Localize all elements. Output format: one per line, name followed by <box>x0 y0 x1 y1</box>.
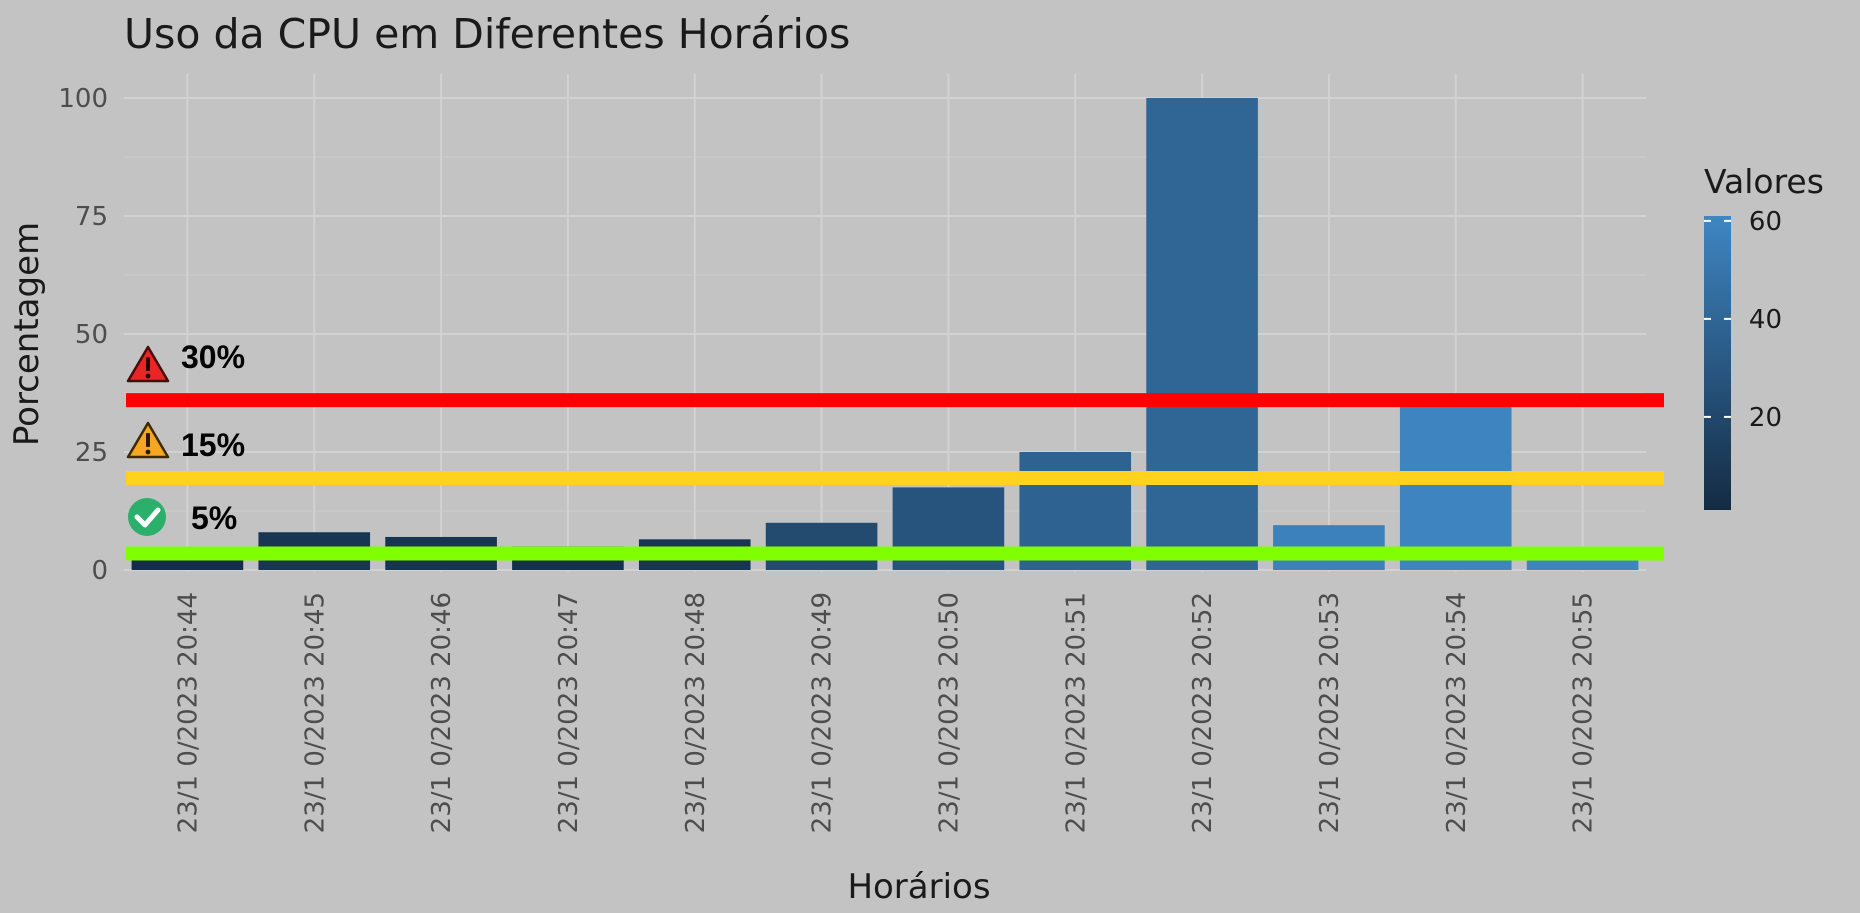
legend-tick-label: 40 <box>1749 305 1782 335</box>
threshold-label: 5% <box>191 500 237 536</box>
bar <box>765 522 878 570</box>
y-tick-label: 0 <box>91 556 108 586</box>
y-tick-label: 75 <box>75 202 108 232</box>
x-tick-label: 23/1 0/2023 20:45 <box>300 592 330 833</box>
x-tick-label: 23/1 0/2023 20:53 <box>1315 592 1345 833</box>
legend-colorbar <box>1704 216 1731 510</box>
x-axis-title: Horários <box>847 867 990 907</box>
legend-title: Valores <box>1704 162 1824 201</box>
legend-tick-label: 20 <box>1749 403 1782 433</box>
x-tick-label: 23/1 0/2023 20:55 <box>1569 592 1599 833</box>
legend: Valores 20 40 60 <box>1704 162 1824 510</box>
x-tick-label: 23/1 0/2023 20:47 <box>554 592 584 833</box>
x-tick-label: 23/1 0/2023 20:51 <box>1061 592 1091 833</box>
x-tick-label: 23/1 0/2023 20:50 <box>934 592 964 833</box>
x-tick-label: 23/1 0/2023 20:46 <box>427 592 457 833</box>
threshold-label: 30% <box>181 339 245 375</box>
bar <box>1146 98 1258 570</box>
x-tick-label: 23/1 0/2023 20:48 <box>681 592 711 833</box>
x-tick-label: 23/1 0/2023 20:44 <box>173 592 203 833</box>
bar <box>1526 560 1639 570</box>
x-axis-ticks: 23/1 0/2023 20:44 23/1 0/2023 20:45 23/1 0… <box>173 592 1598 833</box>
y-axis-title: Porcentagem <box>7 222 47 446</box>
warning-red-icon <box>126 345 170 383</box>
check-circle-icon <box>128 498 166 536</box>
legend-tick-label: 60 <box>1749 207 1782 237</box>
x-tick-label: 23/1 0/2023 20:52 <box>1188 592 1218 833</box>
threshold-label: 15% <box>181 427 245 463</box>
y-axis-ticks: 0 25 50 75 100 <box>58 84 108 586</box>
chart-title: Uso da CPU em Diferentes Horários <box>124 10 850 58</box>
x-tick-label: 23/1 0/2023 20:49 <box>808 592 838 833</box>
y-tick-label: 100 <box>58 84 108 114</box>
legend-ticks: 20 40 60 <box>1704 207 1782 433</box>
y-tick-label: 25 <box>75 438 108 468</box>
x-tick-label: 23/1 0/2023 20:54 <box>1442 592 1472 833</box>
warning-orange-icon <box>126 421 170 459</box>
threshold-lines: 30% 15% 5% <box>126 339 1664 561</box>
y-tick-label: 50 <box>75 320 108 350</box>
